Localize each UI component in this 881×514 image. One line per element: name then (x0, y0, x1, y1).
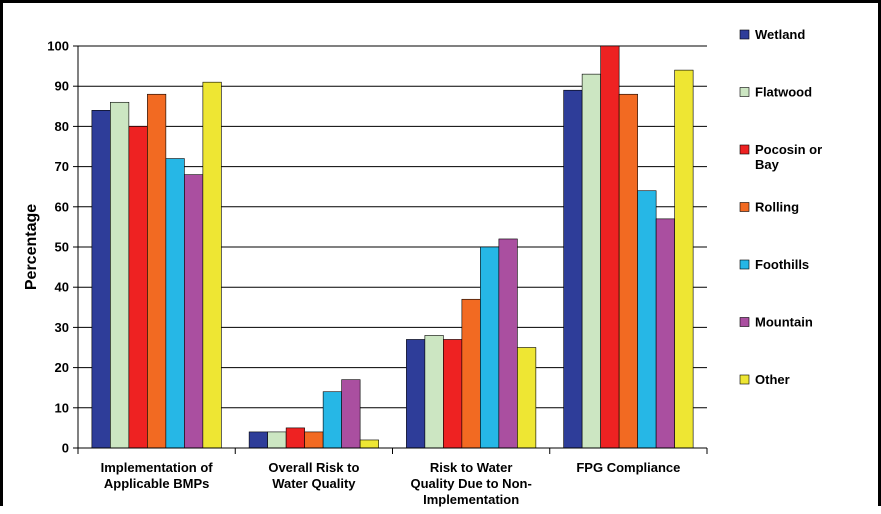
y-tick-label: 10 (55, 400, 69, 415)
legend-label: Flatwood (755, 85, 812, 100)
category-label: Overall Risk to Water Quality (268, 460, 359, 491)
legend-label: Other (755, 372, 790, 387)
y-tick-label: 50 (55, 240, 69, 255)
bar-foothills (480, 246, 500, 449)
bar-pocosin-or-bay (128, 126, 148, 449)
legend-swatch (739, 144, 750, 155)
bar-flatwood (267, 431, 287, 449)
bar-wetland (563, 89, 583, 449)
legend-swatch (739, 87, 750, 97)
legend-swatch (739, 202, 750, 212)
bar-wetland (406, 339, 426, 449)
category-label: Risk to Water Quality Due to Non-Implemen… (410, 460, 531, 507)
bar-pocosin-or-bay (285, 427, 305, 449)
legend-swatch (739, 29, 750, 40)
bar-mountain (184, 174, 204, 449)
y-axis-title: Percentage (23, 204, 40, 290)
bar-other (202, 81, 222, 449)
bar-wetland (248, 431, 268, 449)
bar-pocosin-or-bay (600, 45, 620, 449)
y-tick-label: 100 (47, 39, 69, 54)
bar-other (359, 439, 379, 449)
y-tick-label: 60 (55, 199, 69, 214)
bar-rolling (461, 298, 481, 449)
bar-other (517, 347, 537, 449)
bar-wetland (91, 110, 111, 449)
y-tick-label: 20 (55, 360, 69, 375)
bar-rolling (304, 431, 324, 449)
bar-chart: 0 10 20 30 40 50 60 70 80 90 100 Implementation of A… (23, 27, 822, 507)
category-label: FPG Compliance (576, 460, 680, 475)
bar-flatwood (424, 335, 444, 449)
y-tick-label: 80 (55, 119, 69, 134)
bar-rolling (618, 93, 638, 449)
legend-label: Mountain (755, 315, 813, 330)
bar-foothills (322, 391, 342, 449)
bar-other (674, 69, 694, 449)
legend-swatch (739, 317, 750, 327)
legend-label: Wetland (755, 27, 805, 42)
bar-mountain (498, 238, 518, 449)
category-label: Implementation of Applicable BMPs (101, 460, 214, 491)
legend-label: Foothills (755, 257, 809, 272)
bar-mountain (341, 379, 361, 449)
bar-pocosin-or-bay (443, 339, 463, 449)
bar-flatwood (581, 73, 601, 449)
y-tick-label: 40 (55, 280, 69, 295)
legend-label: Rolling (755, 200, 799, 215)
bar-foothills (165, 158, 185, 449)
legend-swatch (739, 374, 750, 385)
bar-flatwood (110, 101, 130, 449)
y-tick-label: 90 (55, 79, 69, 94)
legend-swatch (739, 259, 750, 270)
y-tick-label: 70 (55, 159, 69, 174)
y-tick-label: 30 (55, 320, 69, 335)
bar-rolling (147, 93, 167, 449)
y-tick-label: 0 (62, 441, 69, 456)
bar-foothills (637, 190, 657, 449)
legend-label: Pocosin or Bay (755, 142, 822, 172)
bar-mountain (655, 218, 675, 449)
